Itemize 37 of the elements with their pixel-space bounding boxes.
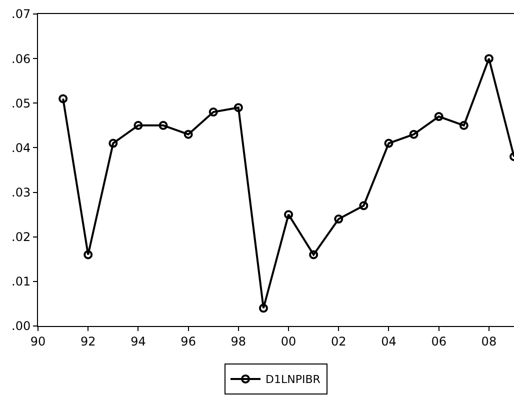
y-tick-label: .06 bbox=[12, 52, 31, 66]
point bbox=[384, 138, 394, 148]
point bbox=[484, 54, 494, 64]
point bbox=[184, 130, 193, 139]
point bbox=[459, 120, 468, 130]
point bbox=[309, 250, 318, 260]
point bbox=[284, 210, 294, 220]
x-tick-label: 92 bbox=[80, 334, 96, 348]
point bbox=[258, 304, 268, 313]
point bbox=[334, 214, 344, 224]
x-tick-label: 98 bbox=[230, 334, 246, 348]
legend-label: D1LNPIBR bbox=[266, 373, 321, 386]
y-tick-label: .02 bbox=[12, 230, 31, 244]
x-tick-label: 96 bbox=[180, 334, 196, 348]
y-tick-label: .05 bbox=[12, 96, 31, 110]
point bbox=[208, 108, 218, 117]
x-tick-label: 04 bbox=[381, 334, 396, 348]
point bbox=[134, 120, 143, 130]
y-tick-label: .04 bbox=[12, 140, 31, 155]
x-tick-label: 90 bbox=[30, 334, 46, 348]
y-tick-label: .03 bbox=[12, 185, 31, 200]
y-tick-label: .07 bbox=[12, 7, 31, 22]
point bbox=[409, 130, 418, 139]
point bbox=[359, 201, 368, 210]
point bbox=[434, 112, 444, 122]
x-tick-label: 02 bbox=[330, 334, 346, 348]
point bbox=[158, 120, 168, 130]
y-tick-label: .00 bbox=[12, 319, 31, 334]
y-tick-label: .01 bbox=[12, 274, 31, 289]
point bbox=[108, 138, 118, 148]
point bbox=[58, 94, 68, 104]
point bbox=[84, 250, 93, 260]
point bbox=[234, 103, 243, 112]
x-tick-label: 06 bbox=[431, 334, 446, 348]
x-tick-label: 94 bbox=[130, 334, 146, 348]
x-tick-label: 00 bbox=[280, 334, 296, 348]
x-tick-label: 08 bbox=[481, 334, 497, 348]
